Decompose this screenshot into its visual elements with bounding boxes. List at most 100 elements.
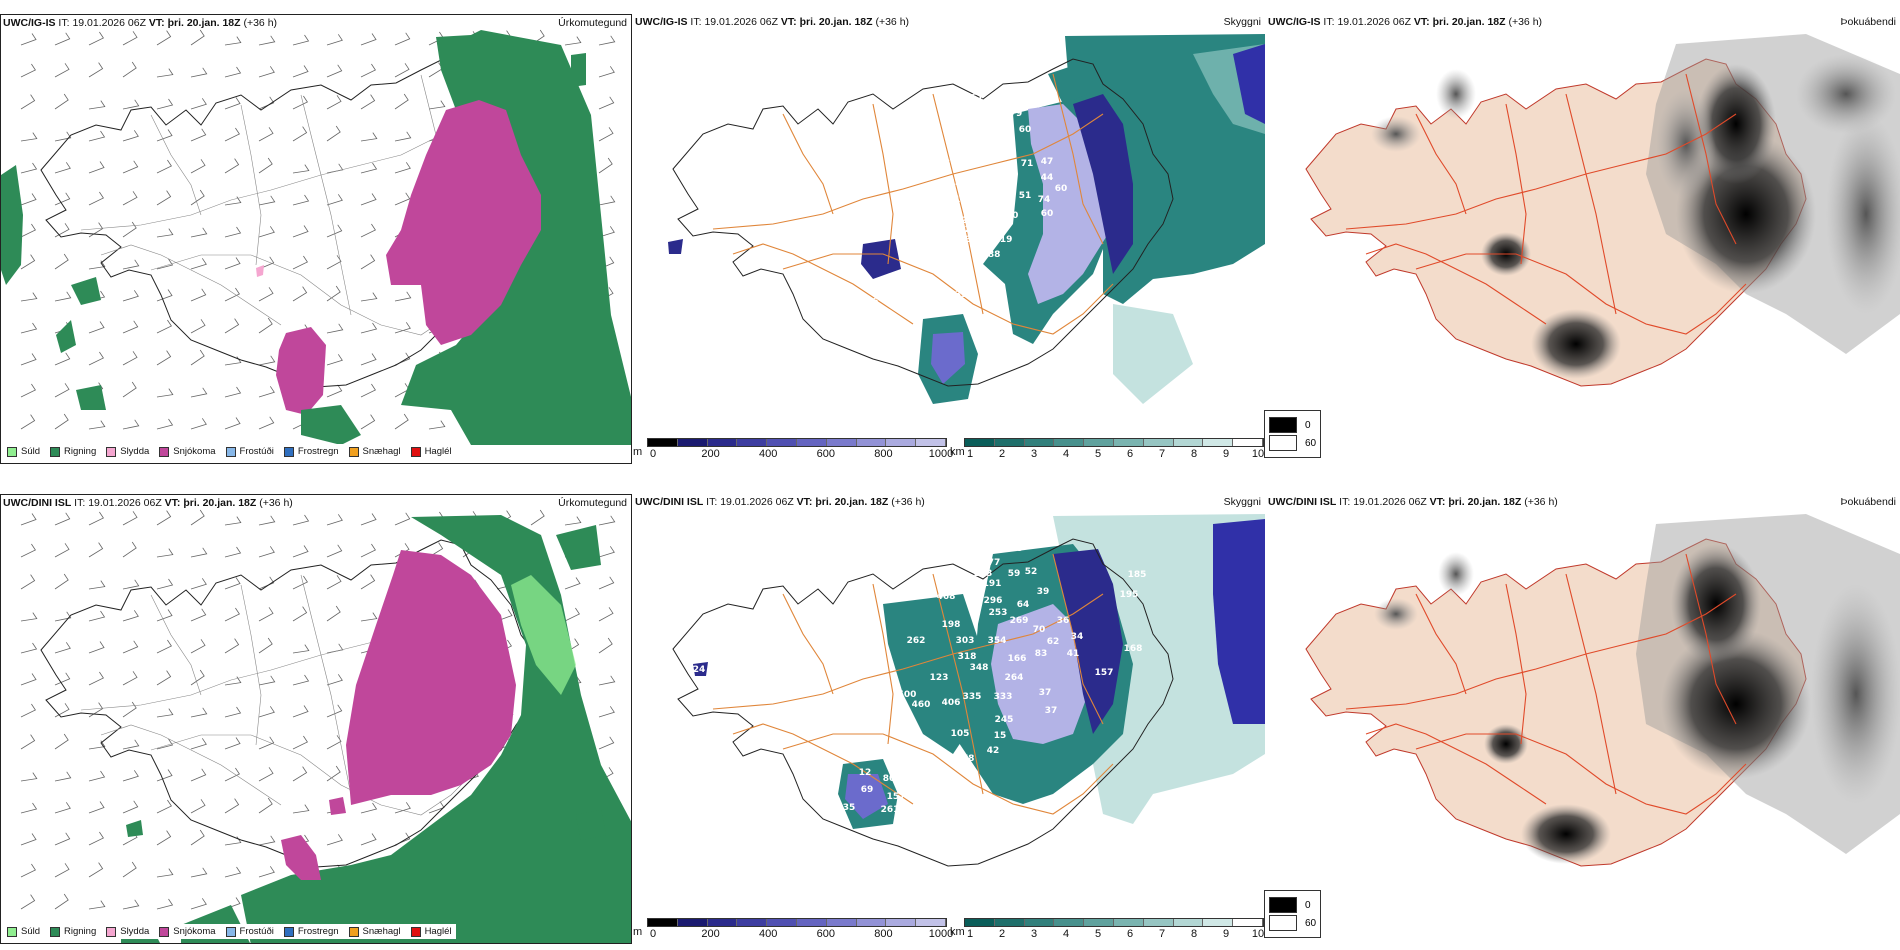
panel-type-label: Þokuábendi (1840, 16, 1896, 28)
cloud-base-value: 37 (1039, 688, 1052, 698)
legend-label: Slydda (120, 926, 150, 937)
route-line (1365, 723, 1547, 805)
wind-barb (326, 544, 343, 558)
cloud-base-value: 120 (964, 67, 983, 77)
wind-barb (156, 258, 174, 270)
cloud-base-value: 63 (1001, 130, 1014, 140)
colorbar-tick: 1000 (928, 448, 954, 460)
colorbar-tick: 800 (874, 928, 893, 940)
colorbar-swatches (647, 438, 947, 447)
cloud-base-value: 16 (664, 210, 677, 220)
wind-barb (292, 126, 308, 142)
wind-barb (394, 131, 412, 142)
cloud-base-value: 303 (956, 636, 975, 646)
wind-barb (156, 350, 172, 366)
colorbar-tick: 9 (1222, 928, 1230, 940)
wind-barb (190, 738, 207, 750)
cloud-base-value: 77 (988, 558, 1001, 568)
wind-barb (292, 545, 309, 558)
cloud-base-value: 426 (983, 191, 1002, 201)
visibility-areas-bottom (693, 514, 1265, 829)
colorbar-tick: 1 (966, 448, 974, 460)
model-name: UWC/IG-IS (3, 17, 56, 29)
cloud-base-value: 42 (987, 746, 1000, 756)
legend-swatch (225, 446, 236, 457)
cloud-base-value: 245 (995, 715, 1014, 725)
legend-item: Haglél (410, 926, 452, 937)
wind-barb (360, 162, 378, 174)
legend-swatch (348, 446, 359, 457)
wind-barb (326, 765, 341, 782)
wind-barb (598, 637, 613, 654)
cloud-base-value: 49 (1011, 544, 1024, 554)
cloud-base-value: 68 (875, 310, 888, 320)
it-value: 19.01.2026 06Z (1337, 16, 1411, 28)
wind-barb (258, 675, 276, 686)
wind-barb (394, 63, 410, 78)
route-line (1505, 103, 1527, 265)
it-label: IT: (706, 496, 718, 508)
wind-barb (394, 162, 411, 174)
legend-item: Slydda (106, 926, 149, 937)
wind-barb (20, 574, 36, 590)
wind-barb (20, 642, 38, 654)
wind-barb (224, 638, 240, 654)
legend-swatch (283, 926, 294, 937)
wind-barb (394, 192, 411, 206)
wind-barb (122, 160, 139, 174)
wind-barb (156, 769, 173, 782)
wind-barb (20, 193, 37, 206)
legend-swatch (50, 926, 61, 937)
cloud-base-value: 325 (964, 111, 983, 121)
colorbar-tick: 10 (1251, 928, 1265, 940)
wind-barb (88, 161, 105, 174)
wind-barb (360, 414, 376, 430)
ceiling-colorbar: 0 200 400 600 800 1000 m (633, 438, 953, 460)
colorbar-unit: m (633, 926, 643, 938)
precip-type-panel-top: UWC/IG-IS IT: 19.01.2026 06Z VT: þri. 20… (0, 14, 632, 464)
model-name: UWC/DINI ISL (1268, 496, 1337, 508)
wind-barb (292, 575, 308, 590)
wind-barb (54, 291, 72, 302)
model-name: UWC/DINI ISL (3, 497, 72, 509)
legend-item: Rigning (50, 446, 96, 457)
legend-label: Snæhagl (362, 446, 401, 457)
route-line (240, 104, 262, 266)
cloud-base-value: 123 (930, 673, 949, 683)
wind-barb (20, 802, 38, 814)
wind-barb (20, 63, 36, 78)
wind-barb (598, 706, 615, 718)
fog-legend-row: 60 (1269, 915, 1316, 931)
cloud-base-value: 51 (1019, 191, 1032, 201)
cloud-base-value: 460 (912, 700, 931, 710)
wind-barb (122, 861, 137, 878)
route-line (150, 734, 482, 816)
fog-legend-swatch (1269, 897, 1297, 913)
wind-barb (598, 195, 616, 206)
cloud-base-value: 47 (1041, 157, 1054, 167)
wind-barb (54, 413, 69, 430)
wind-barb (122, 351, 138, 366)
cloud-base-value: 256 (860, 297, 879, 307)
colorbar-tick: 8 (1190, 928, 1198, 940)
wind-barb (292, 705, 309, 718)
route-line (100, 724, 282, 806)
fog-legend-row: 0 (1269, 897, 1316, 913)
wind-barb (224, 386, 242, 398)
wind-barb (190, 227, 208, 238)
wind-barb (598, 96, 615, 110)
wind-barb (54, 802, 71, 814)
it-value: 19.01.2026 06Z (72, 17, 146, 29)
wind-barb (428, 100, 446, 110)
cloud-base-value: 79 (1010, 109, 1023, 119)
wind-barb (88, 62, 104, 78)
wind-barb (224, 158, 240, 174)
route-line (872, 583, 894, 745)
wind-barb (360, 63, 376, 78)
wind-barb (394, 322, 411, 334)
cloud-base-value: 221 (942, 195, 961, 205)
wind-barb (190, 67, 208, 78)
wind-barb (156, 30, 172, 46)
wind-barb (224, 287, 240, 302)
